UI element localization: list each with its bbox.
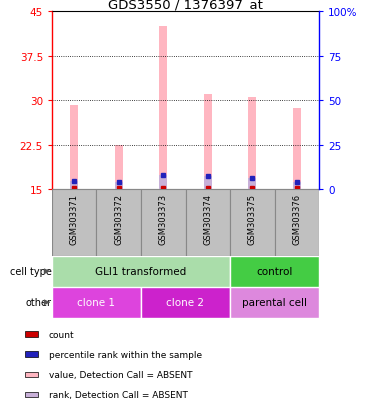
Text: GSM303376: GSM303376	[292, 193, 301, 244]
Bar	[96, 190, 141, 256]
Text: cell type: cell type	[10, 266, 52, 277]
Text: GSM303375: GSM303375	[248, 193, 257, 244]
Bar	[293, 108, 301, 190]
Bar	[230, 287, 319, 318]
Text: GSM303373: GSM303373	[159, 193, 168, 244]
Bar	[159, 27, 167, 190]
Bar	[204, 95, 212, 190]
Bar	[25, 351, 38, 357]
Text: rank, Detection Call = ABSENT: rank, Detection Call = ABSENT	[49, 390, 188, 399]
Bar	[248, 98, 256, 190]
Bar	[52, 256, 230, 287]
Bar	[159, 175, 167, 190]
Bar	[248, 178, 256, 190]
Bar	[230, 190, 275, 256]
Text: GSM303371: GSM303371	[70, 193, 79, 244]
Bar	[186, 190, 230, 256]
Bar	[52, 287, 141, 318]
Bar	[141, 287, 230, 318]
Bar	[25, 372, 38, 377]
Bar	[115, 183, 123, 190]
Bar	[141, 190, 186, 256]
Bar	[204, 176, 212, 190]
Title: GDS3550 / 1376397_at: GDS3550 / 1376397_at	[108, 0, 263, 11]
Text: control: control	[256, 266, 293, 277]
Bar	[293, 182, 301, 190]
Text: percentile rank within the sample: percentile rank within the sample	[49, 350, 202, 359]
Text: value, Detection Call = ABSENT: value, Detection Call = ABSENT	[49, 370, 192, 379]
Text: clone 2: clone 2	[167, 297, 204, 308]
Bar	[70, 105, 78, 190]
Bar	[115, 145, 123, 190]
Bar	[25, 392, 38, 397]
Bar	[25, 332, 38, 337]
Text: GLI1 transformed: GLI1 transformed	[95, 266, 187, 277]
Bar	[70, 181, 78, 190]
Text: count: count	[49, 330, 74, 339]
Text: GSM303372: GSM303372	[114, 193, 123, 244]
Bar	[275, 190, 319, 256]
Bar	[230, 256, 319, 287]
Text: other: other	[26, 297, 52, 308]
Bar	[52, 190, 96, 256]
Text: GSM303374: GSM303374	[203, 193, 212, 244]
Text: parental cell: parental cell	[242, 297, 307, 308]
Text: clone 1: clone 1	[78, 297, 115, 308]
